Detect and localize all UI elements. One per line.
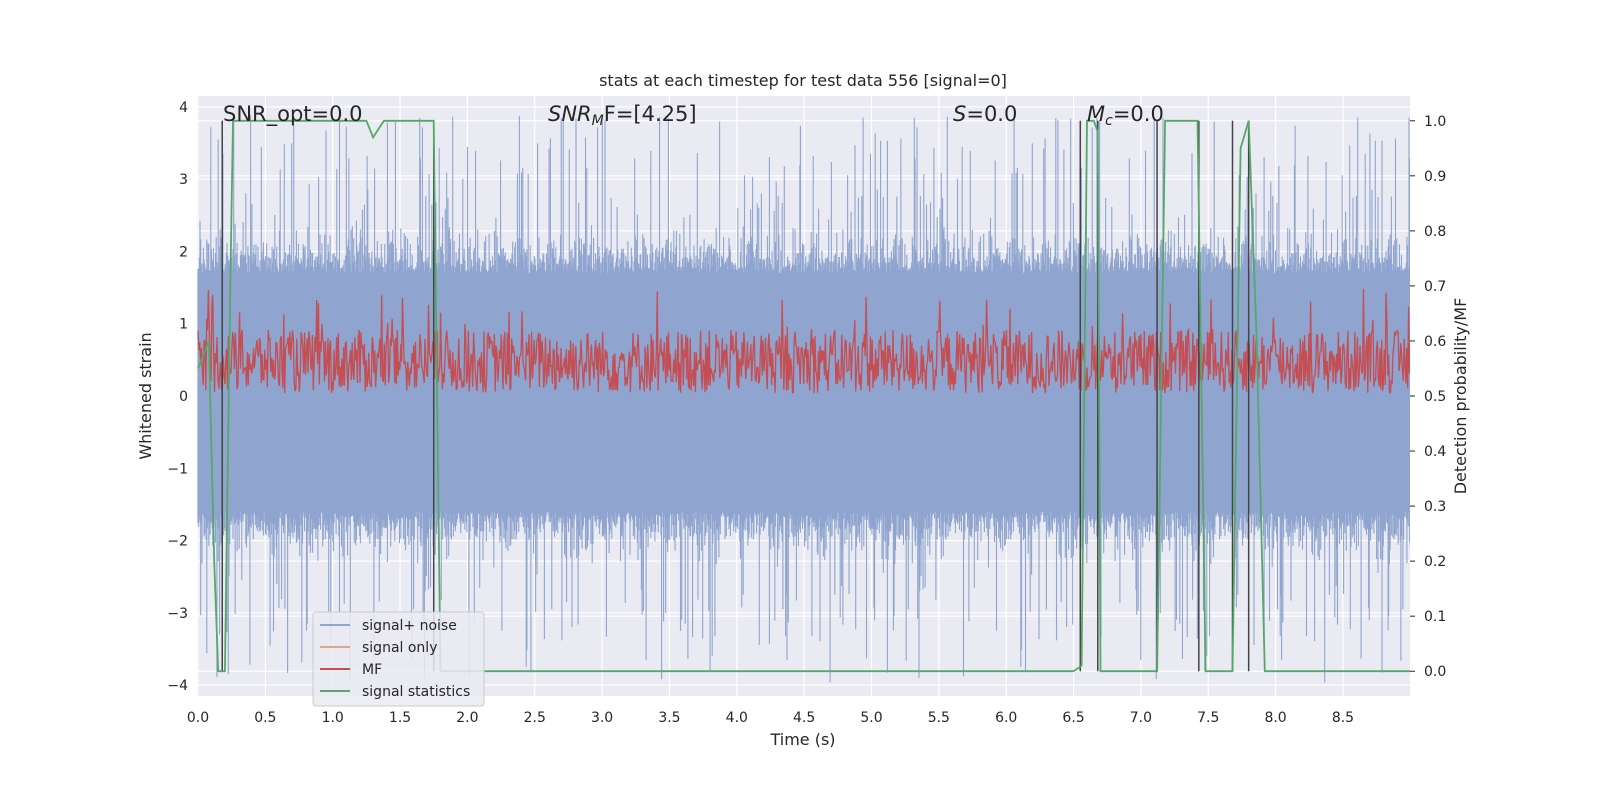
x-tick-label: 2.5 bbox=[524, 710, 546, 726]
legend-label-signal-noise: signal+ noise bbox=[362, 618, 457, 634]
y-tick-label: −2 bbox=[167, 534, 188, 550]
y2-tick-label: 0.6 bbox=[1424, 334, 1446, 350]
x-tick-label: 5.5 bbox=[928, 710, 950, 726]
x-tick-label: 3.0 bbox=[591, 710, 613, 726]
y2-tick-label: 0.7 bbox=[1424, 279, 1446, 295]
annotation-snr-mf-tail: F=[4.25] bbox=[604, 102, 697, 126]
annotation-snr-mf-base: SNR bbox=[548, 102, 592, 126]
y2-tick-label: 0.1 bbox=[1424, 609, 1446, 625]
y2-axis-label: Detection probability/MF bbox=[1451, 298, 1470, 495]
x-tick-label: 6.5 bbox=[1062, 710, 1084, 726]
annotation-s: S=0.0 bbox=[953, 102, 1017, 126]
x-tick-label: 6.0 bbox=[995, 710, 1017, 726]
series-line-signal-noise bbox=[197, 114, 1410, 683]
x-axis-label: Time (s) bbox=[769, 730, 835, 749]
y-tick-label: −4 bbox=[167, 678, 188, 694]
series-line-mf bbox=[197, 288, 1410, 394]
y-tick-label: 4 bbox=[179, 100, 188, 116]
y-tick-label: −1 bbox=[167, 461, 188, 477]
series-signal-noise bbox=[197, 114, 1410, 683]
annotation-mc: Mc=0.0 bbox=[1087, 102, 1164, 129]
chart-title: stats at each timestep for test data 556… bbox=[599, 71, 1007, 90]
y2-tick-labels: 1.0 0.9 0.8 0.7 0.6 0.5 0.4 0.3 0.2 0.1 0.0 bbox=[1410, 114, 1446, 680]
x-tick-label: 2.0 bbox=[456, 710, 478, 726]
series-mf bbox=[197, 288, 1410, 394]
x-tick-label: 0.0 bbox=[187, 710, 209, 726]
annotation-mc-base: M bbox=[1087, 102, 1105, 126]
annotation-mc-sub: c bbox=[1105, 113, 1113, 129]
y-tick-label: −3 bbox=[167, 606, 188, 622]
y2-tick-label: 0.9 bbox=[1424, 169, 1446, 185]
y-axis-label: Whitened strain bbox=[136, 332, 155, 459]
y2-tick-label: 0.2 bbox=[1424, 554, 1446, 570]
y-tick-labels: 4 3 2 1 0 −1 −2 −3 −4 bbox=[167, 100, 188, 694]
x-tick-label: 8.5 bbox=[1332, 710, 1354, 726]
annotation-snr-mf: SNRMF=[4.25] bbox=[548, 102, 697, 129]
y2-tick-label: 0.3 bbox=[1424, 499, 1446, 515]
annotation-snr-opt: SNR_opt=0.0 bbox=[223, 102, 363, 127]
x-tick-labels: 0.0 0.5 1.0 1.5 2.0 2.5 3.0 3.5 4.0 4.5 5.0 5.5 6.0 6… bbox=[187, 710, 1354, 726]
x-tick-label: 8.0 bbox=[1264, 710, 1286, 726]
x-tick-label: 7.0 bbox=[1130, 710, 1152, 726]
vertical-markers bbox=[221, 120, 1250, 672]
series-line-signal-statistics bbox=[197, 119, 1410, 673]
plot-area bbox=[197, 114, 1410, 683]
x-tick-label: 4.0 bbox=[726, 710, 748, 726]
x-tick-label: 3.5 bbox=[658, 710, 680, 726]
annotation-mc-tail: =0.0 bbox=[1113, 102, 1164, 126]
annotation-s-base: S bbox=[953, 102, 966, 126]
annotation-s-tail: =0.0 bbox=[966, 102, 1017, 126]
x-tick-label: 0.5 bbox=[254, 710, 276, 726]
y-tick-label: 3 bbox=[179, 172, 188, 188]
legend-label-signal-statistics: signal statistics bbox=[362, 684, 470, 700]
legend-label-mf: MF bbox=[362, 662, 382, 678]
legend-box bbox=[312, 611, 485, 707]
x-tick-label: 4.5 bbox=[793, 710, 815, 726]
y2-tick-label: 1.0 bbox=[1424, 114, 1446, 130]
y2-tick-label: 0.5 bbox=[1424, 389, 1446, 405]
x-tick-label: 1.5 bbox=[389, 710, 411, 726]
x-tick-label: 7.5 bbox=[1197, 710, 1219, 726]
legend: signal+ noise signal only MF signal stat… bbox=[312, 611, 485, 707]
legend-label-signal-only: signal only bbox=[362, 640, 437, 656]
x-tick-label: 1.0 bbox=[322, 710, 344, 726]
annotation-snr-mf-sub: M bbox=[592, 113, 604, 129]
y-tick-label: 0 bbox=[179, 389, 188, 405]
y-tick-label: 1 bbox=[179, 317, 188, 333]
y2-tick-label: 0.8 bbox=[1424, 224, 1446, 240]
y2-tick-label: 0.4 bbox=[1424, 444, 1446, 460]
y-tick-label: 2 bbox=[179, 244, 188, 260]
x-tick-label: 5.0 bbox=[860, 710, 882, 726]
y2-tick-label: 0.0 bbox=[1424, 664, 1446, 680]
series-signal-statistics bbox=[197, 119, 1410, 673]
